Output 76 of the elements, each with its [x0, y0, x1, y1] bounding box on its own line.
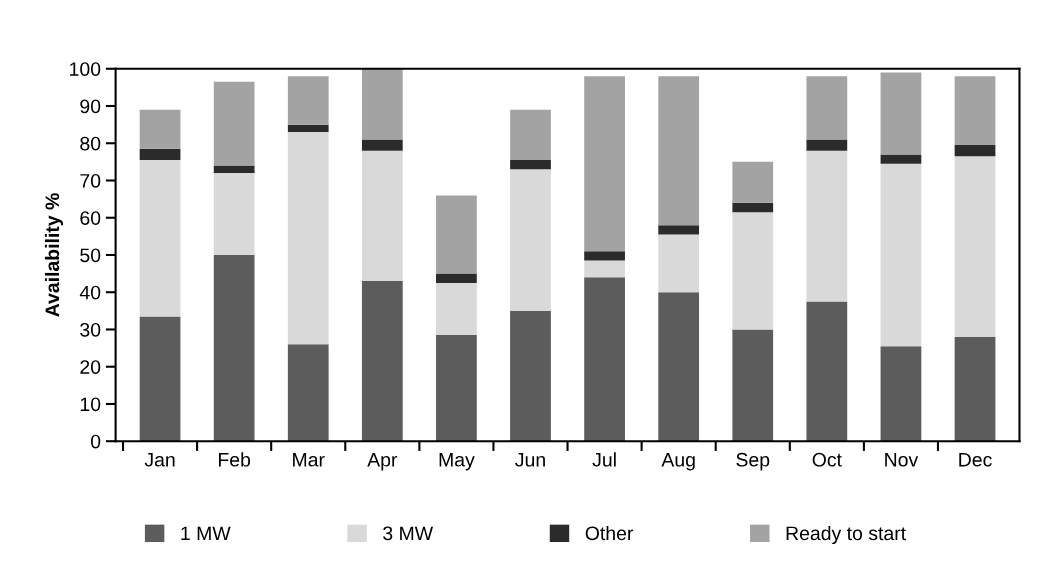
bar [287, 124, 329, 133]
x-tick-label: Aug [661, 453, 695, 471]
bar [510, 160, 551, 170]
bar [139, 148, 181, 161]
bar [361, 68, 403, 140]
bar [954, 336, 996, 442]
y-tick-label: 40 [79, 285, 101, 300]
legend-label: Other [585, 525, 634, 541]
bar [658, 225, 700, 235]
legend-label: 1 MW [181, 526, 231, 541]
y-tick-label: 10 [80, 397, 101, 412]
bar [658, 76, 700, 226]
bar [510, 310, 551, 442]
x-tick-label: Jan [144, 453, 175, 467]
bar [806, 76, 848, 140]
bar [361, 281, 403, 442]
x-tick-label: Sep [736, 452, 770, 471]
x-tick-label: Nov [885, 453, 919, 467]
bar [510, 109, 551, 161]
y-tick-label: 30 [80, 322, 101, 337]
bar [287, 132, 329, 345]
bar [954, 76, 996, 146]
bar [880, 163, 922, 347]
y-tick-label: 0 [90, 434, 101, 449]
bar [436, 195, 477, 274]
bar [584, 76, 625, 252]
x-tick-label: Mar [293, 453, 325, 467]
bar [287, 76, 329, 125]
bar [436, 273, 477, 283]
bar [880, 346, 922, 442]
y-tick-label: 90 [80, 99, 101, 114]
bar [361, 139, 403, 151]
y-tick-label: 100 [70, 62, 101, 76]
bar [584, 260, 625, 278]
bar [436, 335, 477, 442]
x-tick-label: Dec [959, 453, 992, 467]
bar [361, 150, 403, 282]
bar [584, 251, 625, 261]
bar [139, 109, 181, 149]
y-tick-label: 80 [80, 136, 101, 151]
bar [732, 212, 774, 330]
bar [139, 160, 181, 317]
x-tick-label: Jul [592, 452, 616, 467]
legend-label: 3 MW [383, 526, 434, 541]
bar [510, 169, 551, 311]
x-tick-label: May [439, 453, 475, 471]
bar [732, 202, 774, 213]
x-tick-label: Feb [218, 452, 251, 467]
x-tick-label: Jun [515, 453, 545, 467]
y-tick-label: 60 [80, 211, 101, 225]
bar [954, 145, 996, 157]
legend-label: Ready to start [786, 525, 906, 545]
x-tick-label: Apr [367, 453, 398, 471]
y-axis-title: Availability % [44, 193, 64, 317]
bar [658, 292, 700, 442]
bar [880, 72, 922, 155]
bar [213, 254, 255, 442]
x-tick-label: Oct [812, 452, 842, 467]
bar [806, 301, 848, 442]
y-tick-label: 70 [80, 173, 101, 188]
bar [287, 344, 329, 442]
bar [139, 316, 181, 442]
bar [436, 282, 477, 336]
bar [658, 234, 700, 293]
bar [213, 173, 255, 255]
y-tick-label: 50 [80, 248, 101, 263]
y-tick-label: 20 [80, 360, 101, 374]
bar [880, 154, 922, 164]
bar [584, 277, 625, 442]
bar [954, 156, 996, 337]
bar [213, 165, 255, 174]
bar [732, 161, 774, 203]
bar [806, 139, 848, 151]
bar [806, 150, 848, 302]
bar [732, 329, 774, 442]
bar [213, 81, 255, 166]
